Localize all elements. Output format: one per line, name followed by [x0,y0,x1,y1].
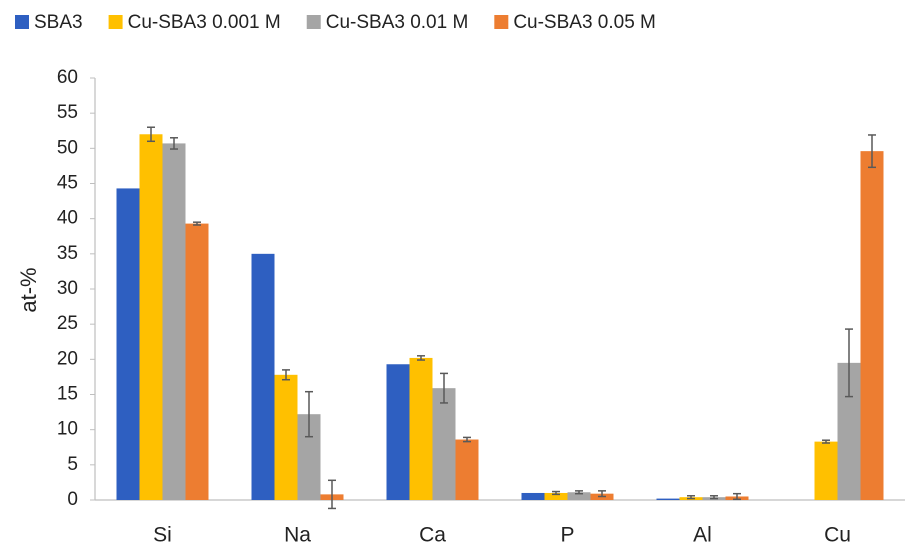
error-bar [733,492,741,501]
bar [409,357,433,500]
error-bar [598,490,606,498]
bar [139,134,163,500]
y-tick-label: 20 [57,348,78,369]
bar [274,374,298,500]
error-bar [552,490,560,496]
legend-swatch [494,15,509,29]
x-tick-label: Ca [419,524,446,547]
legend-swatch [306,15,321,29]
error-bar [328,479,336,510]
bar [297,414,321,500]
error-bar [687,495,695,500]
x-tick-label: Al [693,524,712,547]
bar [656,498,680,500]
x-tick-label: Na [284,524,311,547]
bar [814,441,838,500]
error-bar [845,328,853,398]
x-tick-label: Cu [824,524,851,547]
error-bar [440,372,448,404]
y-tick-label: 0 [67,489,78,510]
y-tick-label: 35 [57,243,78,264]
y-tick-label: 50 [57,137,78,158]
error-bar [822,439,830,444]
error-bar [170,137,178,150]
x-tick-label: P [560,524,574,547]
error-bar [147,126,155,143]
y-axis-label: at-% [16,267,41,312]
error-bar [305,390,313,438]
bar [455,439,479,500]
y-tick-label: 25 [57,313,78,334]
y-tick-label: 15 [57,384,78,405]
error-bar [282,369,290,381]
y-tick-label: 10 [57,419,78,440]
bar [185,223,209,500]
legend-label: Cu-SBA3 0.001 M [128,12,281,33]
bar [432,388,456,500]
bar [116,188,140,500]
legend-label: SBA3 [34,12,83,33]
legend-label: Cu-SBA3 0.01 M [326,12,469,33]
legend-label: Cu-SBA3 0.05 M [513,12,656,33]
bar [837,362,861,500]
y-tick-label: 45 [57,173,78,194]
y-tick-label: 60 [57,67,78,88]
error-bar [710,495,718,500]
legend-swatch [15,15,29,29]
y-tick-label: 40 [57,208,78,229]
y-tick-label: 30 [57,278,78,299]
bar [251,253,275,500]
error-bar [463,436,471,443]
legend-swatch [108,15,123,29]
x-tick-label: Si [153,524,172,547]
bar [860,151,884,500]
y-tick-label: 55 [57,102,78,123]
bar [521,492,545,500]
bar [386,364,410,500]
y-tick-label: 5 [67,454,78,475]
error-bar [575,490,583,495]
bar [162,143,186,500]
bar [567,492,591,500]
error-bar [193,221,201,226]
error-bar [417,355,425,361]
bar [544,492,568,500]
error-bar [868,134,876,169]
